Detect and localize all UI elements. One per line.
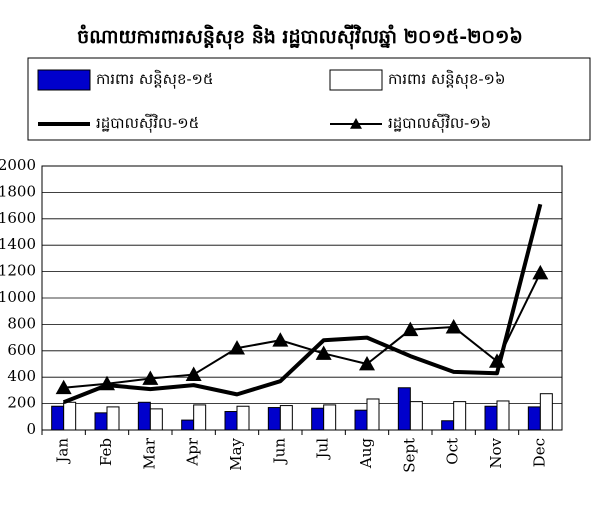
- x-tick-label: Jan: [54, 438, 72, 465]
- bar: [279, 405, 293, 431]
- y-tick-label: 1000: [0, 288, 36, 306]
- x-tick-label: Dec: [530, 438, 548, 467]
- bar: [236, 405, 250, 431]
- marker: [359, 356, 375, 371]
- legend-swatch: [37, 69, 91, 91]
- legend-swatch: [329, 69, 383, 91]
- y-tick-label: 0: [26, 420, 36, 438]
- x-tick-label: Nov: [487, 437, 505, 468]
- bar: [311, 407, 325, 431]
- bar: [323, 404, 337, 431]
- x-tick-label: Mar: [140, 437, 158, 469]
- bar: [106, 406, 120, 431]
- marker: [445, 319, 462, 334]
- y-tick-label: 200: [7, 394, 36, 412]
- bar: [397, 387, 411, 431]
- legend-label: រដ្ឋបាលស៊ីវិល-១៥: [96, 113, 199, 133]
- x-tick-label: May: [227, 437, 245, 470]
- bar: [137, 401, 151, 431]
- marker: [532, 264, 549, 280]
- bar: [453, 401, 467, 431]
- bar: [409, 401, 423, 431]
- legend-marker: [350, 118, 362, 129]
- x-tick-label: Feb: [97, 438, 115, 466]
- x-tick-label: Sept: [400, 438, 418, 473]
- x-tick-label: Jul: [314, 438, 332, 461]
- y-tick-label: 400: [7, 367, 36, 385]
- marker: [142, 370, 159, 385]
- y-tick-label: 800: [7, 314, 36, 332]
- line: [62, 203, 543, 405]
- bar: [496, 400, 510, 431]
- marker: [99, 375, 115, 391]
- bar: [224, 411, 238, 431]
- bar: [354, 409, 368, 431]
- bar: [51, 405, 65, 431]
- x-tick-label: Jun: [270, 438, 288, 466]
- y-tick-label: 600: [7, 341, 36, 359]
- bar: [149, 408, 163, 431]
- marker: [272, 332, 289, 347]
- x-tick-label: Aug: [357, 438, 375, 469]
- marker: [185, 366, 202, 381]
- legend-label: ការពារ សន្តិសុខ-១៥: [96, 69, 214, 89]
- bar: [484, 405, 498, 431]
- chart-title: ចំណាយការពារសន្តិសុខ និង រដ្ឋបាលស៊ីវិលឆ្ន…: [77, 24, 523, 50]
- y-tick-label: 1200: [0, 262, 36, 280]
- y-tick-label: 2000: [0, 156, 36, 174]
- bar: [539, 393, 553, 431]
- bar: [63, 401, 77, 431]
- y-tick-label: 1400: [0, 235, 36, 253]
- marker: [229, 340, 245, 355]
- marker: [55, 379, 72, 395]
- bar: [366, 398, 380, 431]
- bar: [267, 407, 281, 431]
- y-tick-label: 1800: [0, 182, 36, 200]
- marker: [489, 353, 505, 368]
- x-tick-label: Oct: [444, 438, 462, 465]
- x-tick-label: Apr: [184, 437, 202, 466]
- bar: [94, 412, 108, 431]
- legend-label: ការពារ សន្តិសុខ-១៦: [388, 69, 506, 89]
- bar: [527, 406, 541, 431]
- bar: [441, 420, 455, 431]
- marker: [315, 345, 332, 360]
- bar: [193, 404, 207, 431]
- y-tick-label: 1600: [0, 209, 36, 227]
- legend-box: [27, 57, 591, 141]
- marker: [402, 321, 419, 337]
- legend-label: រដ្ឋបាលស៊ីវិល-១៦: [388, 113, 491, 133]
- bar: [181, 419, 195, 431]
